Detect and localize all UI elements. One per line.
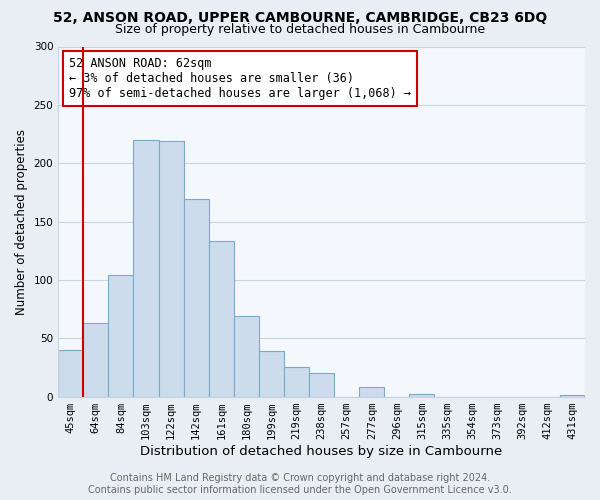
Bar (284, 368, 309, 396)
Bar (259, 351, 284, 397)
Bar (184, 200, 209, 396)
Bar (209, 242, 234, 396)
Bar (58, 350, 83, 397)
Bar (83, 323, 109, 396)
Text: 52, ANSON ROAD, UPPER CAMBOURNE, CAMBRIDGE, CB23 6DQ: 52, ANSON ROAD, UPPER CAMBOURNE, CAMBRID… (53, 11, 547, 25)
Bar (158, 141, 184, 397)
Text: Contains HM Land Registry data © Crown copyright and database right 2024.
Contai: Contains HM Land Registry data © Crown c… (88, 474, 512, 495)
Bar (409, 394, 434, 396)
Text: 52 ANSON ROAD: 62sqm
← 3% of detached houses are smaller (36)
97% of semi-detach: 52 ANSON ROAD: 62sqm ← 3% of detached ho… (69, 57, 411, 100)
Bar (359, 387, 385, 396)
X-axis label: Distribution of detached houses by size in Cambourne: Distribution of detached houses by size … (140, 444, 503, 458)
Y-axis label: Number of detached properties: Number of detached properties (15, 128, 28, 314)
Bar (309, 373, 334, 396)
Bar (133, 140, 158, 396)
Bar (234, 316, 259, 396)
Bar (109, 275, 133, 396)
Text: Size of property relative to detached houses in Cambourne: Size of property relative to detached ho… (115, 22, 485, 36)
